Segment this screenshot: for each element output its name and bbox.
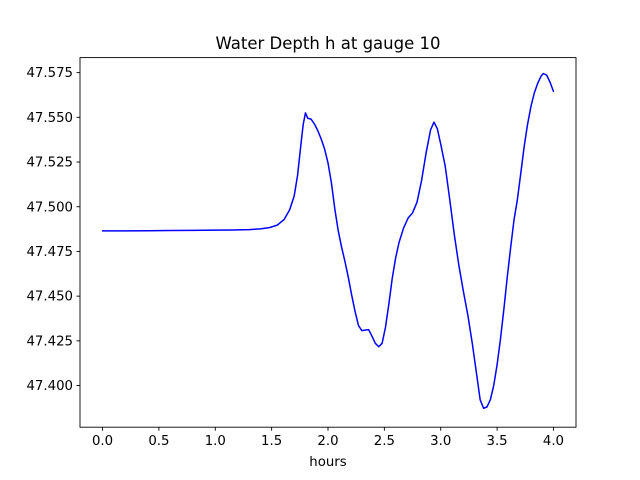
x-axis-label: hours: [309, 455, 346, 470]
x-axis-ticks: 0.0 0.5 1.0 1.5 2.0 2.5 3.0 3.5 4.0: [92, 427, 564, 449]
plot-frame: [79, 57, 577, 428]
y-axis-ticks: 47.400 47.425 47.450 47.475 47.500 47.525 47.5…: [26, 66, 80, 394]
x-tick-label: 2.0: [317, 434, 338, 449]
x-tick-label: 0.5: [148, 434, 169, 449]
x-tick-label: 4.0: [543, 434, 564, 449]
x-tick-label: 3.0: [430, 434, 451, 449]
y-tick-label: 47.400: [26, 379, 73, 394]
x-tick-label: 1.5: [261, 434, 282, 449]
y-tick-label: 47.475: [26, 245, 73, 260]
y-tick-label: 47.575: [26, 66, 73, 81]
x-tick-label: 2.5: [374, 434, 395, 449]
data-line-series: [101, 72, 555, 409]
x-tick-label: 1.0: [205, 434, 226, 449]
y-tick-label: 47.550: [26, 111, 73, 126]
y-tick-label: 47.500: [26, 200, 73, 215]
chart-title: Water Depth h at gauge 10: [216, 34, 441, 53]
y-tick-label: 47.450: [26, 290, 73, 305]
x-tick-label: 0.0: [92, 434, 113, 449]
x-tick-label: 3.5: [487, 434, 508, 449]
y-tick-label: 47.525: [26, 156, 73, 171]
y-tick-label: 47.425: [26, 334, 73, 349]
